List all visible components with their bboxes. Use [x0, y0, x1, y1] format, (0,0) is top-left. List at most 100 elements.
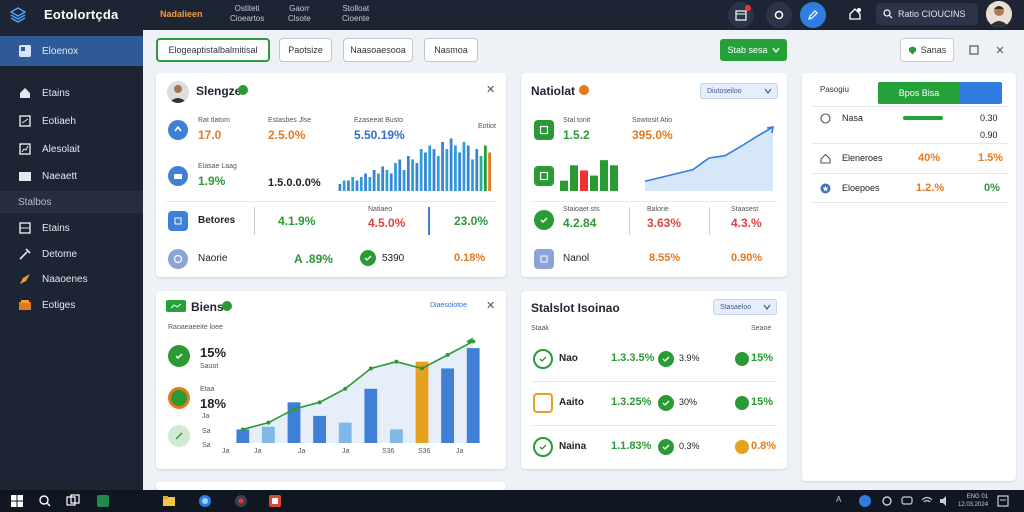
- calendar-button[interactable]: [728, 2, 754, 28]
- check-circle-icon: [360, 250, 376, 266]
- row-name: Naina: [559, 441, 587, 452]
- window-button[interactable]: [966, 42, 982, 58]
- stat-value: 3.63%: [647, 216, 682, 230]
- sidebar-item-6[interactable]: Etains: [0, 217, 143, 239]
- office-icon[interactable]: [268, 494, 282, 508]
- stat-label: Naorie: [198, 253, 228, 264]
- filter-chip-3[interactable]: Nasmoa: [424, 38, 478, 62]
- row-value: 0.30: [980, 113, 998, 123]
- trend-value: 15%: [200, 345, 227, 360]
- row-name: Nao: [559, 353, 578, 364]
- area-line: [644, 126, 774, 183]
- calendar-icon: [534, 120, 554, 140]
- filter-chip-0[interactable]: Elogeaptistalbalmitisal: [156, 38, 270, 62]
- wifi-icon[interactable]: [920, 494, 934, 508]
- mini-bar-3: [590, 175, 598, 191]
- table-row[interactable]: Nao 1.3.3.5% 3.9% 15%: [521, 339, 787, 381]
- media-icon[interactable]: [234, 494, 248, 508]
- spark-bar-28: [458, 152, 462, 191]
- panel-avatar: [167, 81, 189, 103]
- volume-icon[interactable]: [938, 494, 952, 508]
- global-search[interactable]: Ratio CIOUCINS: [876, 3, 978, 25]
- nav-item-3[interactable]: Stolloat Cioente: [342, 4, 370, 24]
- dashboard-icon: [18, 44, 32, 58]
- spark-bar-11: [385, 170, 389, 191]
- panel-link[interactable]: Diaesoiotoe: [430, 302, 467, 309]
- check-circle-icon: [533, 437, 553, 457]
- spark-bar-32: [475, 149, 479, 191]
- table-dropdown[interactable]: Stasaeloo: [713, 299, 777, 315]
- table-row[interactable]: Naina 1.1.83% 0.3% 0.8%: [521, 427, 787, 469]
- home-alert-button[interactable]: [848, 7, 862, 26]
- sidebar-item-1[interactable]: Etains: [0, 82, 143, 104]
- tab-active[interactable]: Bpos Bisa: [878, 82, 960, 104]
- stat-label: Betores: [198, 215, 236, 226]
- language-indicator[interactable]: A: [836, 495, 842, 504]
- panel-stats: Slengze ✕ Rat tlatom 17.0 Estasbes Jlse …: [156, 73, 506, 277]
- nav-item-2[interactable]: Gaorr Clsote: [288, 4, 311, 24]
- gear-icon[interactable]: [880, 494, 894, 508]
- period-dropdown[interactable]: Diutoseiloo: [700, 83, 778, 99]
- table-row[interactable]: Aaito 1.3.25% 30% 15%: [521, 383, 787, 425]
- sidebar-item-7[interactable]: Detome: [0, 243, 143, 265]
- chevron-down-icon: [771, 47, 780, 54]
- close-page-button[interactable]: ✕: [992, 42, 1008, 58]
- divider: [531, 381, 777, 382]
- sidebar-item-9[interactable]: Eotiges: [0, 294, 143, 316]
- area-chart: [644, 126, 774, 191]
- sidebar-label: Etains: [42, 222, 70, 234]
- stat-label: Sowtosit Atio: [632, 117, 673, 124]
- search-icon[interactable]: [38, 494, 52, 508]
- close-icon: ✕: [486, 84, 496, 96]
- user-avatar[interactable]: [986, 1, 1012, 27]
- row-name: Aaito: [559, 397, 584, 408]
- row-label: Nasa: [842, 113, 864, 123]
- close-icon: ✕: [486, 300, 496, 312]
- status-badge: [579, 85, 589, 95]
- nav-item-1[interactable]: Ostiteti Cioeartos: [230, 4, 264, 24]
- nav-item-0[interactable]: Nadalieen: [160, 9, 203, 19]
- mini-bar-5: [610, 165, 618, 191]
- sidebar-item-overview[interactable]: Eloenox: [0, 36, 143, 66]
- chat-icon[interactable]: [900, 494, 914, 508]
- spark-bar-0: [338, 184, 342, 191]
- windows-start-icon[interactable]: [10, 494, 24, 508]
- sidebar-item-8[interactable]: Naaoenes: [0, 268, 143, 290]
- nav-sub-1: Cioeartos: [230, 14, 265, 23]
- sidebar-item-3[interactable]: Alesolait: [0, 138, 143, 160]
- close-panel-button[interactable]: ✕: [486, 83, 495, 96]
- panel-title: Natiolat: [531, 84, 576, 98]
- settings-button[interactable]: [766, 2, 792, 28]
- filter-chip-2[interactable]: Naasoaesooa: [343, 38, 413, 62]
- file-explorer-icon[interactable]: [162, 494, 176, 508]
- edit-button[interactable]: [800, 2, 826, 28]
- browser-icon[interactable]: [198, 494, 212, 508]
- row-value: 15%: [751, 352, 774, 364]
- notification-icon[interactable]: [996, 494, 1010, 508]
- combo-trend-arrow: [466, 337, 474, 345]
- nav-label-0: Nadalieen: [160, 9, 203, 19]
- task-view-icon[interactable]: [66, 494, 80, 508]
- spark-bar-6: [364, 173, 367, 191]
- stat-label: Stal tonit: [563, 117, 591, 124]
- row-value: 30%: [679, 397, 698, 407]
- x-tick-label: Ja: [222, 448, 230, 455]
- primary-action-button[interactable]: Stab sesa: [720, 39, 787, 61]
- system-clock[interactable]: ENG 01 12.03.2024: [958, 493, 988, 509]
- app-green-icon[interactable]: [96, 494, 110, 508]
- network-icon[interactable]: [858, 494, 872, 508]
- mini-bar-1: [570, 165, 578, 191]
- row-value: 1.1.83%: [611, 440, 652, 452]
- sidebar-item-2[interactable]: Eotiaeh: [0, 110, 143, 132]
- sidebar-item-4[interactable]: Naeaett: [0, 165, 143, 187]
- tab-label: Bpos Bisa: [898, 88, 940, 98]
- stat-value: 4.2.84: [563, 216, 597, 230]
- close-panel-button[interactable]: ✕: [486, 299, 495, 312]
- stat-label: Eiasae Laag: [198, 163, 237, 170]
- rocket-icon: [18, 272, 32, 286]
- stat-value: 395.0%: [632, 128, 673, 142]
- filter-chip-1[interactable]: Paotsize: [279, 38, 332, 62]
- row-value: 1.3.3.5%: [611, 352, 655, 364]
- secondary-action-button[interactable]: Sanas: [900, 38, 954, 62]
- tool-icon: [18, 247, 32, 261]
